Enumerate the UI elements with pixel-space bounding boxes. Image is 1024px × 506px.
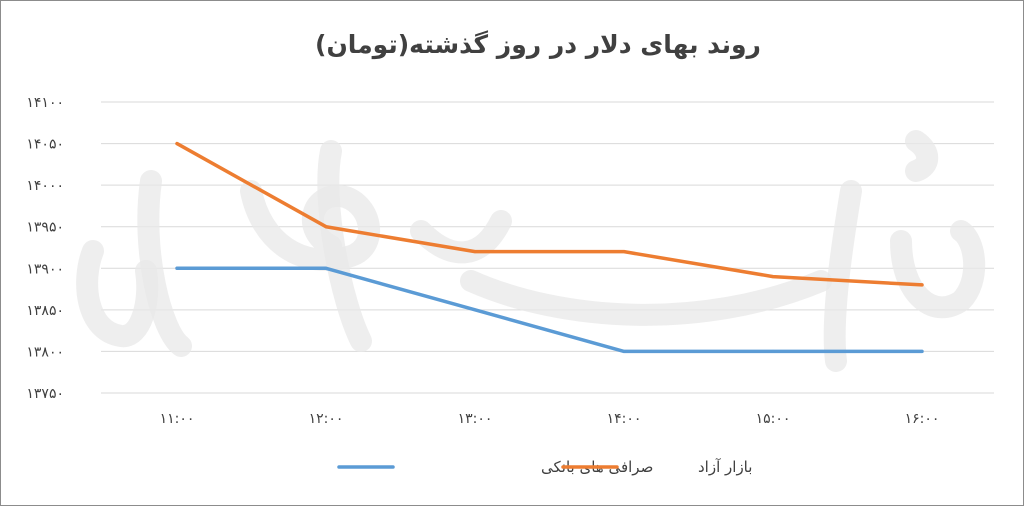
y-axis-ticks: ۱۳۷۵۰ ۱۳۸۰۰ ۱۳۸۵۰ ۱۳۹۰۰ ۱۳۹۵۰ ۱۴۰۰۰ ۱۴۰۵۰ ۱۴۱۰۰ [26, 95, 64, 402]
data-point [920, 283, 924, 287]
watermark-logo [76, 130, 986, 372]
legend: صرافی های بانکی بازار آزاد [337, 458, 752, 476]
data-point [622, 349, 626, 353]
y-tick-label: ۱۳۷۵۰ [26, 386, 64, 402]
x-tick-label: ۱۱:۰۰ [160, 411, 195, 427]
x-tick-label: ۱۳:۰۰ [458, 411, 493, 427]
y-tick-label: ۱۴۰۵۰ [26, 137, 64, 153]
data-point [771, 349, 775, 353]
data-point [324, 225, 328, 229]
series-lines [175, 141, 924, 354]
data-point [473, 308, 477, 312]
y-tick-label: ۱۳۹۰۰ [26, 261, 64, 277]
data-point [324, 266, 328, 270]
chart-title: روند بهای دلار در روز گذشته(تومان) [315, 30, 761, 60]
data-point [622, 250, 626, 254]
data-point [175, 142, 179, 146]
x-axis-ticks: ۱۱:۰۰ ۱۲:۰۰ ۱۳:۰۰ ۱۴:۰۰ ۱۵:۰۰ ۱۶:۰۰ [160, 411, 940, 427]
x-tick-label: ۱۶:۰۰ [905, 411, 940, 427]
x-tick-label: ۱۴:۰۰ [607, 411, 642, 427]
y-tick-label: ۱۳۸۰۰ [26, 344, 64, 360]
x-tick-label: ۱۵:۰۰ [756, 411, 791, 427]
y-tick-label: ۱۳۹۵۰ [26, 220, 64, 236]
legend-label-free-market: بازار آزاد [698, 458, 752, 476]
series-line-0 [175, 266, 924, 354]
y-tick-label: ۱۴۱۰۰ [26, 95, 64, 111]
data-point [920, 349, 924, 353]
x-tick-label: ۱۲:۰۰ [309, 411, 344, 427]
series-line-1 [175, 141, 924, 287]
data-point [771, 275, 775, 279]
gridlines [101, 101, 994, 394]
y-tick-label: ۱۳۸۵۰ [26, 303, 64, 319]
data-point [473, 250, 477, 254]
y-tick-label: ۱۴۰۰۰ [26, 178, 64, 194]
data-point [175, 266, 179, 270]
